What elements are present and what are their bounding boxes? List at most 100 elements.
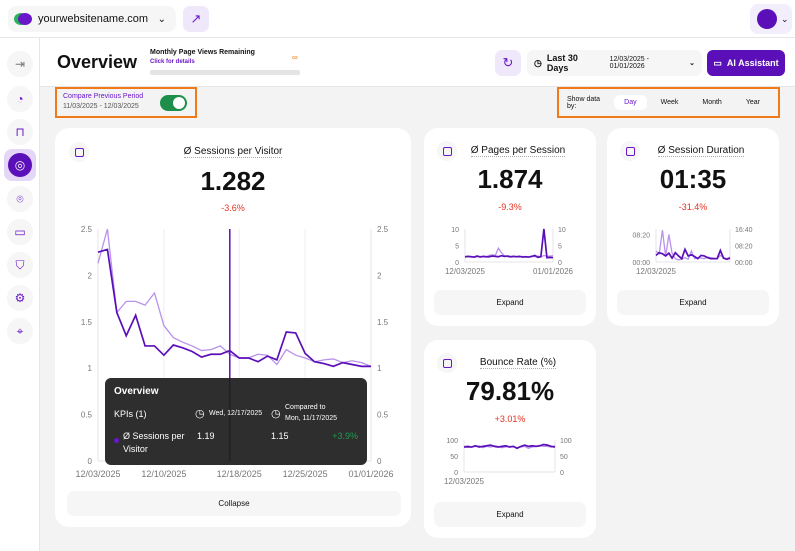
y2-tick-label: 0.5 [377,411,389,420]
external-link-button[interactable]: ↗ [183,6,209,32]
sidebar: ⇥ ◔ ⊓ ◎ ⌾ ▭ ⛉ ⚙ ⌖ [0,38,40,551]
ai-label: AI Assistant [726,58,779,68]
chevron-down-icon: ⌄ [689,60,695,67]
bounce-rate-card: Bounce Rate (%) 79.81% +3.01% Expand [424,340,596,538]
current-period-line [97,248,371,368]
chevron-down-icon: ⌄ [781,13,789,24]
chart-tooltip: Overview KPIs (1) ◷ Wed, 12/17/2025 ◷ Co… [105,378,367,465]
y2-tick-label: 5 [558,244,562,251]
collapse-icon: ⇥ [14,57,26,71]
current-period-line [655,247,731,261]
x-tick-label: 01/01/2026 [348,469,393,479]
y2-tick-label: 1.5 [377,318,389,327]
pie-chart-icon: ◔ [16,92,24,106]
y2-tick-label: 16:40 [735,227,753,234]
collapse-sidebar-button[interactable]: ⇥ [7,51,33,77]
x-tick-label: 12/03/2025 [75,469,120,479]
sidebar-item-dashboard[interactable]: ◔ [7,86,33,112]
collapse-button[interactable]: Collapse [67,491,401,516]
tooltip-previous: 1.15 [271,431,289,441]
chart-icon [437,353,457,373]
clock-icon: ◷ [534,57,542,68]
card-title: Ø Session Duration [657,145,745,157]
expand-button[interactable]: Expand [434,502,586,527]
range-label: Last 30 Days [546,53,578,73]
tooltip-compared-date: Mon, 11/17/2025 [285,415,338,422]
y2-tick-label: 2 [377,271,382,280]
shield-icon: ⛉ [15,257,25,272]
sidebar-item-settings[interactable]: ⚙ [7,285,33,311]
tooltip-compared-label: Compared to [285,404,326,411]
y-tick-label: 0 [454,470,458,477]
chart-icon [69,142,89,162]
sidebar-item-location[interactable]: ⌖ [7,318,33,344]
card-delta: +3.01% [494,414,526,424]
x-tick-label: 12/18/2025 [217,469,262,479]
range-dates: 12/03/2025 - 01/01/2026 [609,56,649,70]
scan-icon: ⌾ [16,191,24,206]
session-duration-card: Ø Session Duration 01:35 -31.4% Expand [607,128,779,326]
sidebar-item-scan[interactable]: ⌾ [7,186,33,212]
x-tick-label: 12/03/2025 [444,477,485,486]
y-tick-label: 0 [455,260,459,267]
refresh-button[interactable]: ↻ [495,50,521,76]
card-value: 79.81% [465,376,555,406]
option-year[interactable]: Year [745,99,760,106]
user-menu[interactable]: ⌄ [750,4,792,34]
y2-tick-label: 00:00 [735,260,753,267]
gear-icon: ⚙ [14,291,26,305]
y2-tick-label: 50 [560,454,568,461]
show-by-label: Show data by: [567,95,601,110]
compare-label: Compare Previous Period [63,93,144,100]
ai-assistant-button[interactable]: ▭ AI Assistant [707,50,785,76]
sidebar-item-chat[interactable]: ▭ [7,219,33,245]
current-period-line [463,443,556,450]
page-views-progress [150,70,300,75]
y-tick-label: 5 [455,244,459,251]
y2-tick-label: 0 [560,470,564,477]
y-tick-label: 10 [451,227,459,234]
card-delta: -3.6% [221,203,245,213]
option-month[interactable]: Month [702,99,722,106]
clock-icon: ◷ [271,408,281,420]
compare-dates: 11/03/2025 - 12/03/2025 [63,103,139,110]
y-tick-label: 100 [446,438,458,445]
y2-tick-label: 1 [377,364,382,373]
show-data-by: Show data by: Day Week Month Year [557,87,780,118]
x-tick-label: 12/03/2025 [445,267,486,276]
external-link-icon: ↗ [190,11,202,26]
x-tick-label: 01/01/2026 [533,267,574,276]
page-title: Overview [57,52,138,72]
globe-icon [18,13,32,25]
y2-tick-label: 08:20 [735,244,753,251]
card-title: Bounce Rate (%) [479,357,557,369]
y-tick-label: 2.5 [81,225,93,234]
y-tick-label: 1.5 [81,318,93,327]
x-tick-label: 12/10/2025 [141,469,186,479]
details-link[interactable]: Click for details [150,59,195,65]
expand-button[interactable]: Expand [434,290,586,315]
analytics-icon: ◎ [8,153,32,177]
card-delta: -9.3% [498,202,522,212]
option-day[interactable]: Day [614,95,647,110]
date-range-picker[interactable]: ◷ Last 30 Days 12/03/2025 - 01/01/2026 ⌄ [527,50,702,76]
site-name: yourwebsitename.com [38,13,149,25]
card-value: 1.282 [200,166,266,196]
option-week[interactable]: Week [660,99,679,106]
sidebar-item-analytics[interactable]: ◎ [4,149,36,181]
y-tick-label: 00:00 [632,260,650,267]
expand-button[interactable]: Expand [617,290,769,315]
compare-previous-period: Compare Previous Period 11/03/2025 - 12/… [55,87,197,118]
sidebar-item-ecommerce[interactable]: ⊓ [7,119,33,145]
site-selector[interactable]: yourwebsitename.com ⌄ [8,6,176,32]
series-dot [114,438,119,443]
chart-icon [437,141,457,161]
sidebar-item-security[interactable]: ⛉ [7,252,33,278]
card-delta: -31.4% [678,202,708,212]
x-tick-label: 12/03/2025 [636,267,677,276]
card-value: 01:35 [659,164,727,194]
clock-icon: ◷ [195,408,205,420]
chevron-down-icon: ⌄ [157,13,166,25]
compare-toggle[interactable] [160,95,187,111]
